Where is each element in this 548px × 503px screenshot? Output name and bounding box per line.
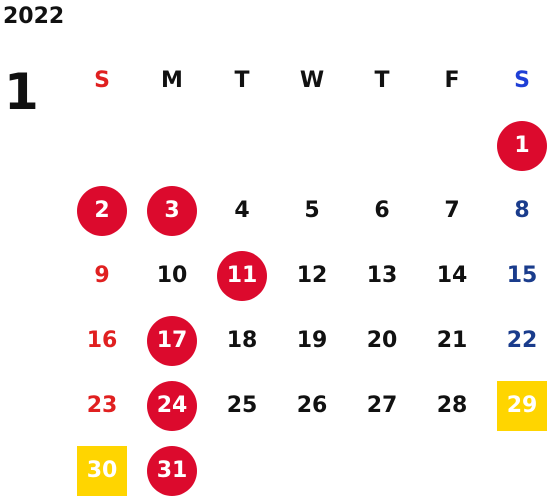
holiday-badge: 24 bbox=[147, 380, 197, 431]
empty-day-cell bbox=[137, 113, 207, 178]
holiday-badge: 1 bbox=[497, 120, 547, 171]
day-number: 25 bbox=[226, 393, 258, 418]
day-cell: 25 bbox=[207, 373, 277, 438]
holiday-badge: 31 bbox=[147, 445, 197, 496]
weekday-header-thu: T bbox=[374, 68, 390, 93]
special-day-badge: 30 bbox=[77, 445, 127, 496]
day-cell: 11 bbox=[207, 243, 277, 308]
day-number: 6 bbox=[374, 198, 390, 223]
weekday-header-sat: S bbox=[514, 68, 530, 93]
empty-day-cell bbox=[417, 438, 487, 503]
holiday-badge: 3 bbox=[147, 185, 197, 236]
holiday-badge: 2 bbox=[77, 185, 127, 236]
day-cell: 15 bbox=[487, 243, 548, 308]
calendar-year: 2022 bbox=[3, 4, 65, 29]
day-number: 14 bbox=[436, 263, 468, 288]
day-cell: 20 bbox=[347, 308, 417, 373]
day-number: 27 bbox=[366, 393, 398, 418]
day-cell: 1 bbox=[487, 113, 548, 178]
weekday-header-mon: M bbox=[161, 68, 183, 93]
day-cell: 28 bbox=[417, 373, 487, 438]
empty-day-cell bbox=[67, 113, 137, 178]
day-number: 10 bbox=[156, 263, 188, 288]
day-cell: 17 bbox=[137, 308, 207, 373]
day-number: 9 bbox=[94, 263, 110, 288]
weekday-header-wed: W bbox=[299, 68, 325, 93]
day-cell: 7 bbox=[417, 178, 487, 243]
empty-day-cell bbox=[417, 113, 487, 178]
day-cell: 16 bbox=[67, 308, 137, 373]
day-number: 28 bbox=[436, 393, 468, 418]
day-cell: 14 bbox=[417, 243, 487, 308]
empty-day-cell bbox=[487, 438, 548, 503]
special-day-badge: 29 bbox=[497, 380, 547, 431]
day-cell: 21 bbox=[417, 308, 487, 373]
holiday-badge: 11 bbox=[217, 250, 267, 301]
day-number: 15 bbox=[506, 263, 538, 288]
calendar-month: 1 bbox=[4, 63, 39, 121]
day-cell: 6 bbox=[347, 178, 417, 243]
day-cell: 30 bbox=[67, 438, 137, 503]
day-number: 18 bbox=[226, 328, 258, 353]
day-cell: 5 bbox=[277, 178, 347, 243]
day-cell: 22 bbox=[487, 308, 548, 373]
day-cell: 9 bbox=[67, 243, 137, 308]
empty-day-cell bbox=[207, 438, 277, 503]
empty-day-cell bbox=[347, 113, 417, 178]
day-number: 23 bbox=[86, 393, 118, 418]
day-cell: 31 bbox=[137, 438, 207, 503]
day-number: 21 bbox=[436, 328, 468, 353]
empty-day-cell bbox=[347, 438, 417, 503]
empty-day-cell bbox=[277, 438, 347, 503]
day-cell: 19 bbox=[277, 308, 347, 373]
day-number: 26 bbox=[296, 393, 328, 418]
day-cell: 3 bbox=[137, 178, 207, 243]
day-number: 16 bbox=[86, 328, 118, 353]
day-number: 13 bbox=[366, 263, 398, 288]
holiday-badge: 17 bbox=[147, 315, 197, 366]
day-cell: 10 bbox=[137, 243, 207, 308]
day-cell: 2 bbox=[67, 178, 137, 243]
empty-day-cell bbox=[207, 113, 277, 178]
day-number: 5 bbox=[304, 198, 320, 223]
day-cell: 4 bbox=[207, 178, 277, 243]
weekday-header-sun: S bbox=[94, 68, 110, 93]
day-number: 4 bbox=[234, 198, 250, 223]
weekday-header-fri: F bbox=[444, 68, 460, 93]
day-cell: 13 bbox=[347, 243, 417, 308]
day-number: 8 bbox=[514, 198, 530, 223]
day-number: 19 bbox=[296, 328, 328, 353]
day-number: 7 bbox=[444, 198, 460, 223]
day-number: 20 bbox=[366, 328, 398, 353]
day-cell: 12 bbox=[277, 243, 347, 308]
day-cell: 27 bbox=[347, 373, 417, 438]
weekday-header-tue: T bbox=[234, 68, 250, 93]
day-cell: 18 bbox=[207, 308, 277, 373]
day-cell: 29 bbox=[487, 373, 548, 438]
empty-day-cell bbox=[277, 113, 347, 178]
day-number: 22 bbox=[506, 328, 538, 353]
day-cell: 24 bbox=[137, 373, 207, 438]
day-cell: 23 bbox=[67, 373, 137, 438]
day-cell: 8 bbox=[487, 178, 548, 243]
day-number: 12 bbox=[296, 263, 328, 288]
day-cell: 26 bbox=[277, 373, 347, 438]
calendar-grid: S M T W T F S 1 2 3 4 5 6 7 8 9 10 11 12 13 14 15 16 17 18 19 20 21… bbox=[67, 48, 548, 503]
